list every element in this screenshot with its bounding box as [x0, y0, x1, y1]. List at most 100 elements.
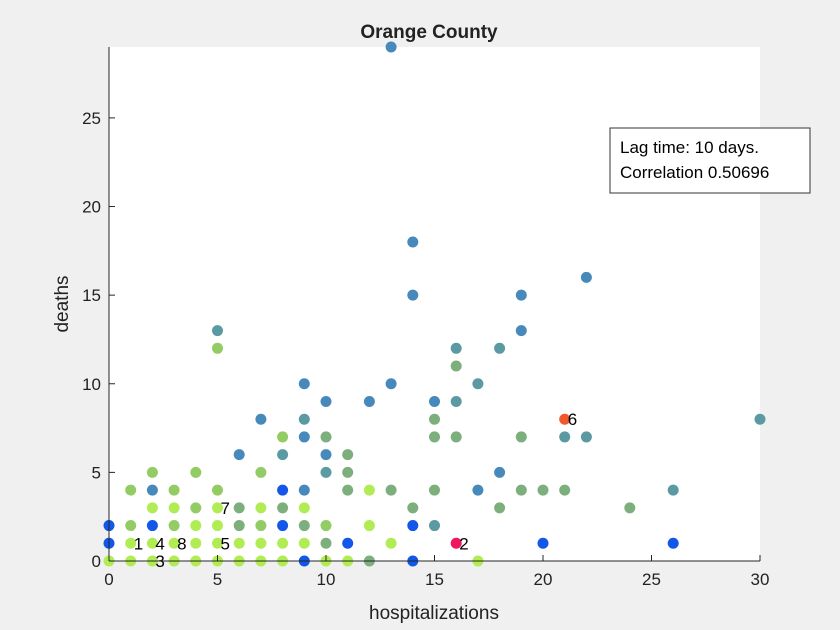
data-point: [255, 413, 267, 425]
data-point: [363, 395, 375, 407]
data-point: [580, 271, 592, 283]
data-point: [277, 502, 289, 514]
data-point: [212, 537, 223, 549]
data-point: [212, 342, 223, 354]
data-point: [450, 342, 462, 354]
data-point: [494, 502, 506, 514]
points-layer: [103, 41, 766, 567]
data-point: [277, 520, 289, 532]
chart-title: Orange County: [360, 22, 498, 43]
data-point: [494, 466, 506, 478]
x-tick-label: 15: [425, 570, 444, 589]
data-point: [212, 325, 223, 337]
data-point: [429, 431, 440, 443]
data-point: [515, 431, 527, 443]
x-tick-label: 10: [317, 570, 336, 589]
data-point: [168, 502, 180, 514]
data-point: [298, 431, 310, 443]
legend-line-2: Correlation 0.50696: [620, 163, 769, 182]
data-point: [342, 466, 354, 478]
data-point: [168, 520, 180, 532]
data-point: [146, 537, 158, 549]
data-point: [320, 449, 332, 461]
data-point: [407, 289, 419, 301]
data-point: [407, 502, 419, 514]
data-point: [559, 484, 571, 496]
data-point: [320, 466, 332, 478]
point-annotation: 6: [568, 410, 577, 429]
data-point: [429, 413, 440, 425]
data-point: [385, 484, 397, 496]
data-point: [277, 431, 289, 443]
y-tick-label: 20: [82, 198, 101, 217]
x-tick-label: 25: [642, 570, 661, 589]
data-point: [407, 520, 419, 532]
data-point: [255, 537, 267, 549]
data-point: [320, 520, 332, 532]
data-point: [298, 502, 310, 514]
data-point: [624, 502, 636, 514]
x-tick-label: 30: [751, 570, 770, 589]
data-point: [667, 537, 679, 549]
point-annotation: 7: [221, 499, 230, 518]
y-axis-label: deaths: [52, 275, 73, 332]
data-point: [580, 431, 592, 443]
y-tick-label: 5: [92, 463, 101, 482]
data-point: [277, 537, 289, 549]
data-point: [537, 484, 549, 496]
data-point: [190, 466, 202, 478]
data-point: [450, 360, 462, 372]
data-point: [255, 502, 267, 514]
point-annotation: 5: [221, 534, 230, 553]
data-point: [429, 520, 440, 532]
data-point: [298, 484, 310, 496]
data-point: [450, 537, 462, 549]
point-annotation: 4: [155, 534, 164, 553]
data-point: [212, 520, 223, 532]
data-point: [472, 484, 484, 496]
data-point: [277, 449, 289, 461]
data-point: [233, 502, 245, 514]
data-point: [342, 484, 354, 496]
data-point: [515, 484, 527, 496]
data-point: [320, 431, 332, 443]
data-point: [233, 537, 245, 549]
x-tick-label: 20: [534, 570, 553, 589]
data-point: [168, 537, 180, 549]
data-point: [515, 289, 527, 301]
data-point: [212, 502, 223, 514]
data-point: [298, 378, 310, 390]
y-tick-label: 15: [82, 286, 101, 305]
data-point: [125, 484, 137, 496]
data-point: [667, 484, 679, 496]
data-point: [277, 484, 289, 496]
data-point: [146, 520, 158, 532]
data-point: [450, 395, 462, 407]
data-point: [212, 484, 223, 496]
data-point: [233, 449, 245, 461]
data-point: [190, 502, 202, 514]
point-annotation: 2: [459, 534, 468, 553]
data-point: [146, 466, 158, 478]
data-point: [298, 413, 310, 425]
data-point: [537, 537, 549, 549]
data-point: [754, 413, 766, 425]
data-point: [255, 466, 267, 478]
data-point: [429, 395, 440, 407]
data-point: [125, 537, 137, 549]
data-point: [559, 431, 571, 443]
x-tick-label: 0: [104, 570, 113, 589]
point-annotation: 1: [134, 534, 143, 553]
data-point: [190, 520, 202, 532]
data-point: [559, 413, 571, 425]
legend-line-1: Lag time: 10 days.: [620, 138, 759, 157]
data-point: [429, 484, 440, 496]
data-point: [125, 520, 137, 532]
data-point: [494, 342, 506, 354]
data-point: [320, 537, 332, 549]
data-point: [168, 484, 180, 496]
data-point: [255, 520, 267, 532]
data-point: [190, 537, 202, 549]
data-point: [385, 378, 397, 390]
